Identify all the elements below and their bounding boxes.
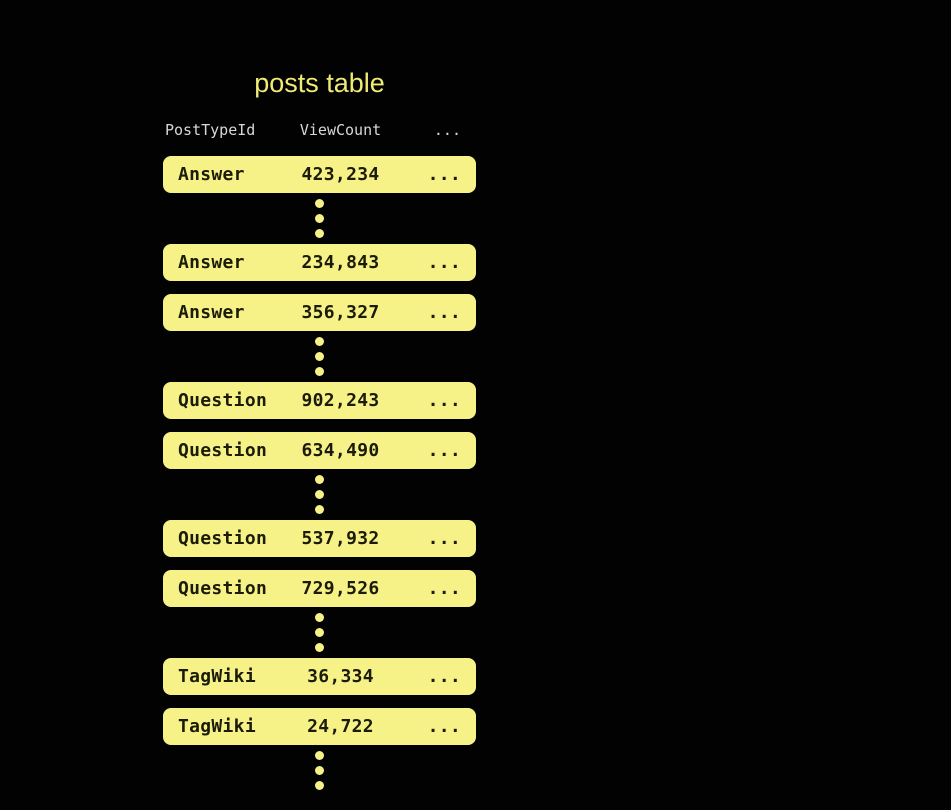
table-row: TagWiki 36,334... [163,658,476,695]
ellipsis-dot [315,751,324,760]
posts-table: PostTypeId ViewCount ... Answer 423,234..… [163,121,476,796]
cell-view-count: 356,327 [301,302,380,323]
table-row: Answer 423,234... [163,156,476,193]
ellipsis-dot [315,643,324,652]
ellipsis-dot [315,229,324,238]
cell-view-count: 634,490 [301,440,380,461]
table-header-row: PostTypeId ViewCount ... [163,121,476,139]
diagram-title: posts table [254,68,385,98]
ellipsis-dot [315,214,324,223]
cell-more-ellipsis: ... [427,164,461,185]
cell-more-ellipsis: ... [427,302,461,323]
cell-more-ellipsis: ... [427,528,461,549]
cell-post-type-id: TagWiki [178,716,256,737]
cell-more-ellipsis: ... [427,252,461,273]
row-group: TagWiki 36,334... TagWiki 24,722... [163,658,476,745]
table-row: Question 634,490... [163,432,476,469]
ellipsis-dot [315,352,324,361]
cell-post-type-id: TagWiki [178,666,256,687]
cell-post-type-id: Answer [178,302,245,323]
vertical-ellipsis-dots [315,751,324,790]
row-group: Question 902,243... Question 634,490... [163,382,476,469]
cell-more-ellipsis: ... [427,440,461,461]
vertical-ellipsis-dots [315,337,324,376]
ellipsis-dot [315,505,324,514]
table-body: Answer 423,234... Answer 234,843... Answer 35… [163,156,476,790]
cell-more-ellipsis: ... [427,390,461,411]
cell-view-count: 24,722 [307,716,374,737]
vertical-ellipsis-dots [315,613,324,652]
table-row: Question 537,932... [163,520,476,557]
column-header-more-ellipsis: ... [433,121,461,139]
cell-post-type-id: Question [178,440,268,461]
ellipsis-dot [315,490,324,499]
cell-view-count: 423,234 [301,164,380,185]
table-row: Question 729,526... [163,570,476,607]
column-header-posttypeid: PostTypeId [165,121,256,139]
row-group: Answer 423,234... [163,156,476,193]
cell-post-type-id: Answer [178,252,245,273]
cell-view-count: 537,932 [301,528,380,549]
cell-more-ellipsis: ... [427,578,461,599]
vertical-ellipsis-dots [315,475,324,514]
ellipsis-dot [315,766,324,775]
row-group: Question 537,932... Question 729,526... [163,520,476,607]
ellipsis-dot [315,613,324,622]
ellipsis-dot [315,337,324,346]
ellipsis-dot [315,628,324,637]
cell-more-ellipsis: ... [427,666,461,687]
ellipsis-dot [315,475,324,484]
table-row: TagWiki 24,722... [163,708,476,745]
ellipsis-dot [315,367,324,376]
cell-view-count: 36,334 [307,666,374,687]
cell-view-count: 729,526 [301,578,380,599]
column-header-viewcount: ViewCount [299,121,382,139]
ellipsis-dot [315,199,324,208]
row-group: Answer 234,843... Answer 356,327... [163,244,476,331]
table-row: Answer 356,327... [163,294,476,331]
cell-more-ellipsis: ... [427,716,461,737]
cell-post-type-id: Question [178,390,268,411]
cell-view-count: 234,843 [301,252,380,273]
cell-post-type-id: Question [178,528,268,549]
table-row: Answer 234,843... [163,244,476,281]
vertical-ellipsis-dots [315,199,324,238]
table-row: Question 902,243... [163,382,476,419]
cell-post-type-id: Question [178,578,268,599]
cell-post-type-id: Answer [178,164,245,185]
ellipsis-dot [315,781,324,790]
cell-view-count: 902,243 [301,390,380,411]
